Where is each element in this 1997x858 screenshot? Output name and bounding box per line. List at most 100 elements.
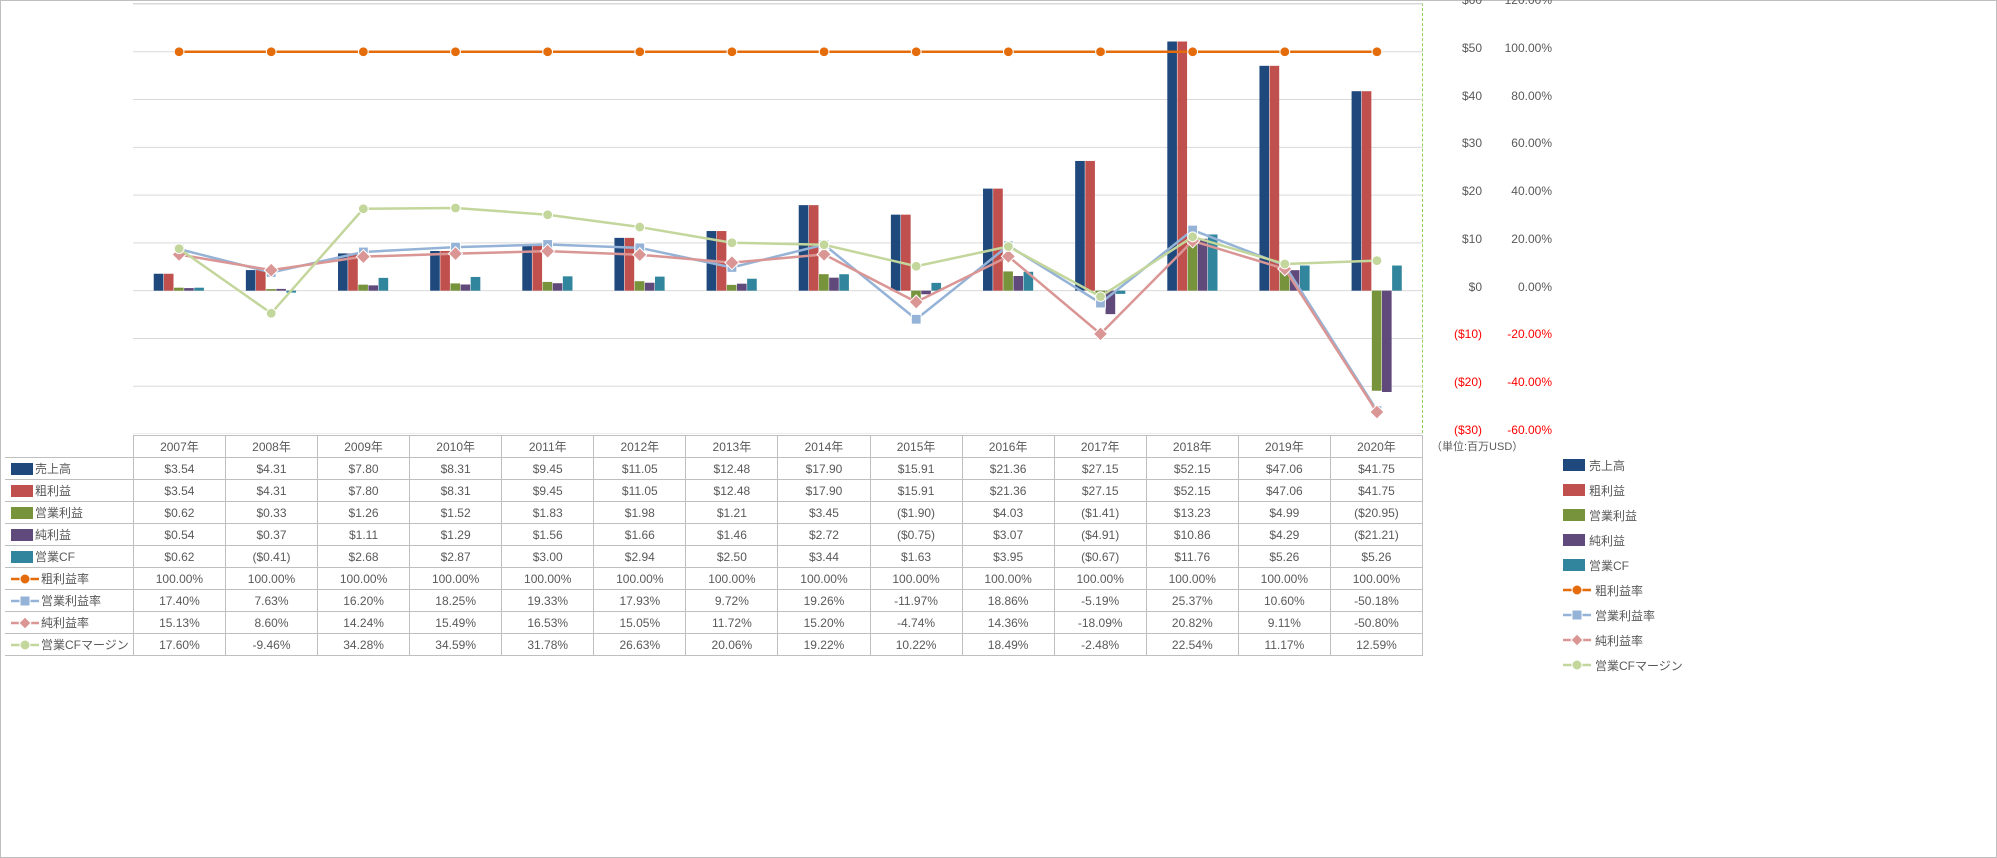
- year-header-row: 2007年2008年2009年2010年2011年2012年2013年2014年…: [5, 436, 1423, 458]
- data-cell: $8.31: [410, 458, 502, 480]
- y1-tick-label: $0: [1469, 280, 1482, 294]
- data-cell: ($1.90): [870, 502, 962, 524]
- table-row: 営業CFマージン17.60%-9.46%34.28%34.59%31.78%26…: [5, 634, 1423, 656]
- year-header: 2015年: [870, 436, 962, 458]
- data-cell: 15.49%: [410, 612, 502, 634]
- y1-tick-label: ($20): [1454, 375, 1482, 389]
- y2-tick-label: 40.00%: [1511, 184, 1552, 198]
- data-cell: $4.99: [1238, 502, 1330, 524]
- data-cell: -2.48%: [1054, 634, 1146, 656]
- year-header: 2017年: [1054, 436, 1146, 458]
- data-cell: $3.95: [962, 546, 1054, 568]
- table-row: 営業利益率17.40%7.63%16.20%18.25%19.33%17.93%…: [5, 590, 1423, 612]
- data-cell: 25.37%: [1146, 590, 1238, 612]
- data-cell: $8.31: [410, 480, 502, 502]
- year-header: 2008年: [225, 436, 317, 458]
- data-cell: $4.29: [1238, 524, 1330, 546]
- row-label: 純利益率: [5, 612, 133, 634]
- legend-label: 粗利益: [1589, 482, 1625, 499]
- data-cell: $47.06: [1238, 480, 1330, 502]
- y1-tick-label: $60: [1462, 0, 1482, 7]
- data-cell: 15.05%: [594, 612, 686, 634]
- data-cell: -50.80%: [1330, 612, 1422, 634]
- year-header: 2018年: [1146, 436, 1238, 458]
- legend-item: 営業利益率: [1563, 606, 1763, 624]
- row-label: 営業利益: [5, 502, 133, 524]
- data-cell: 14.24%: [318, 612, 410, 634]
- data-cell: 19.26%: [778, 590, 870, 612]
- data-cell: 15.20%: [778, 612, 870, 634]
- data-cell: ($21.21): [1330, 524, 1422, 546]
- y1-tick-label: $30: [1462, 136, 1482, 150]
- y2-tick-label: 60.00%: [1511, 136, 1552, 150]
- data-cell: $0.37: [225, 524, 317, 546]
- data-cell: 100.00%: [778, 568, 870, 590]
- y2-tick-label: 20.00%: [1511, 232, 1552, 246]
- data-cell: $47.06: [1238, 458, 1330, 480]
- data-cell: 7.63%: [225, 590, 317, 612]
- data-cell: $27.15: [1054, 458, 1146, 480]
- data-cell: 26.63%: [594, 634, 686, 656]
- table-row: 営業利益$0.62$0.33$1.26$1.52$1.83$1.98$1.21$…: [5, 502, 1423, 524]
- legend-item: 営業CFマージン: [1563, 656, 1763, 674]
- data-cell: 100.00%: [1146, 568, 1238, 590]
- data-cell: 100.00%: [870, 568, 962, 590]
- data-cell: 20.06%: [686, 634, 778, 656]
- row-label: 純利益: [5, 524, 133, 546]
- data-cell: $52.15: [1146, 480, 1238, 502]
- data-cell: 18.49%: [962, 634, 1054, 656]
- data-cell: $11.05: [594, 458, 686, 480]
- data-cell: 9.72%: [686, 590, 778, 612]
- data-cell: 100.00%: [133, 568, 225, 590]
- data-cell: 16.53%: [502, 612, 594, 634]
- data-cell: 34.28%: [318, 634, 410, 656]
- table-row: 粗利益$3.54$4.31$7.80$8.31$9.45$11.05$12.48…: [5, 480, 1423, 502]
- data-cell: 100.00%: [1238, 568, 1330, 590]
- data-cell: $11.05: [594, 480, 686, 502]
- data-cell: 19.22%: [778, 634, 870, 656]
- data-cell: 100.00%: [1330, 568, 1422, 590]
- data-cell: $27.15: [1054, 480, 1146, 502]
- row-label: 粗利益率: [5, 568, 133, 590]
- plot-area: [133, 3, 1423, 433]
- data-cell: 100.00%: [686, 568, 778, 590]
- year-header: 2009年: [318, 436, 410, 458]
- data-cell: -4.74%: [870, 612, 962, 634]
- row-label: 営業CF: [5, 546, 133, 568]
- data-cell: -18.09%: [1054, 612, 1146, 634]
- row-label: 粗利益: [5, 480, 133, 502]
- y2-tick-label: -40.00%: [1507, 375, 1552, 389]
- data-cell: $0.33: [225, 502, 317, 524]
- legend-label: 営業CFマージン: [1595, 657, 1683, 674]
- data-cell: 17.60%: [133, 634, 225, 656]
- data-cell: 22.54%: [1146, 634, 1238, 656]
- data-cell: 100.00%: [318, 568, 410, 590]
- data-cell: 10.22%: [870, 634, 962, 656]
- data-cell: $3.00: [502, 546, 594, 568]
- y1-tick-label: $10: [1462, 232, 1482, 246]
- data-cell: $41.75: [1330, 480, 1422, 502]
- data-cell: $0.62: [133, 502, 225, 524]
- legend-item: 粗利益: [1563, 481, 1763, 499]
- data-cell: $1.11: [318, 524, 410, 546]
- year-header: 2016年: [962, 436, 1054, 458]
- data-cell: $3.44: [778, 546, 870, 568]
- year-header: 2012年: [594, 436, 686, 458]
- year-header: 2014年: [778, 436, 870, 458]
- legend-label: 営業利益率: [1595, 607, 1655, 624]
- data-cell: 10.60%: [1238, 590, 1330, 612]
- data-cell: $12.48: [686, 480, 778, 502]
- table-row: 売上高$3.54$4.31$7.80$8.31$9.45$11.05$12.48…: [5, 458, 1423, 480]
- year-header: 2010年: [410, 436, 502, 458]
- data-cell: 20.82%: [1146, 612, 1238, 634]
- y2-tick-label: -60.00%: [1507, 423, 1552, 437]
- data-cell: $41.75: [1330, 458, 1422, 480]
- data-cell: 16.20%: [318, 590, 410, 612]
- data-cell: ($1.41): [1054, 502, 1146, 524]
- data-cell: 15.13%: [133, 612, 225, 634]
- legend-item: 粗利益率: [1563, 581, 1763, 599]
- data-cell: $1.52: [410, 502, 502, 524]
- row-label: 営業CFマージン: [5, 634, 133, 656]
- data-cell: $1.46: [686, 524, 778, 546]
- table-row: 粗利益率100.00%100.00%100.00%100.00%100.00%1…: [5, 568, 1423, 590]
